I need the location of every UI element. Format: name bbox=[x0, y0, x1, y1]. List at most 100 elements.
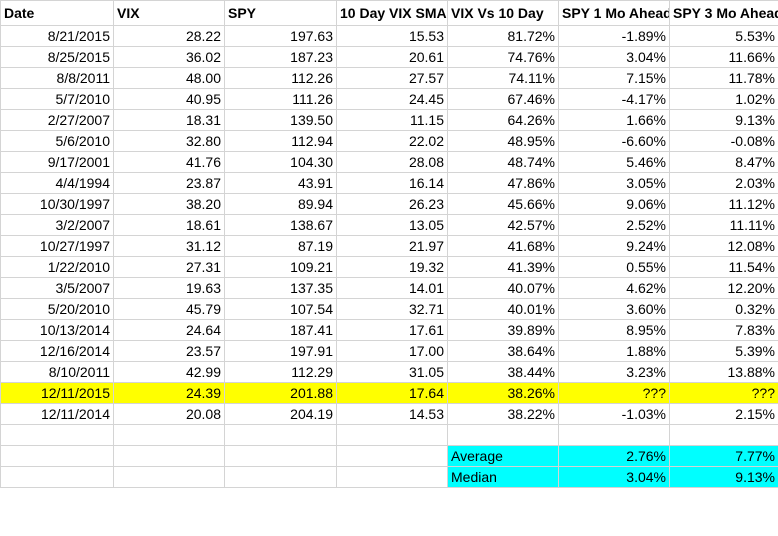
header-cell[interactable]: SPY bbox=[224, 0, 337, 26]
table-cell[interactable]: 139.50 bbox=[224, 109, 337, 131]
table-cell[interactable]: 104.30 bbox=[224, 151, 337, 173]
table-cell[interactable]: 38.44% bbox=[447, 361, 559, 383]
table-cell[interactable]: 40.01% bbox=[447, 298, 559, 320]
empty-cell[interactable] bbox=[447, 424, 559, 446]
empty-cell[interactable] bbox=[336, 445, 448, 467]
table-cell[interactable]: 3/5/2007 bbox=[0, 277, 114, 299]
table-cell[interactable]: 40.07% bbox=[447, 277, 559, 299]
empty-cell[interactable] bbox=[113, 424, 225, 446]
table-cell[interactable]: 2/27/2007 bbox=[0, 109, 114, 131]
table-cell[interactable]: -0.08% bbox=[669, 130, 778, 152]
header-cell[interactable]: VIX Vs 10 Day bbox=[447, 0, 559, 26]
table-cell[interactable]: 26.23 bbox=[336, 193, 448, 215]
table-cell[interactable]: 8/25/2015 bbox=[0, 46, 114, 68]
table-cell[interactable]: -1.03% bbox=[558, 403, 670, 425]
table-cell[interactable]: 2.52% bbox=[558, 214, 670, 236]
table-cell[interactable]: 8/10/2011 bbox=[0, 361, 114, 383]
table-cell[interactable]: -1.89% bbox=[558, 25, 670, 47]
table-cell[interactable]: 41.39% bbox=[447, 256, 559, 278]
table-cell[interactable]: 7.15% bbox=[558, 67, 670, 89]
table-cell[interactable]: 5/7/2010 bbox=[0, 88, 114, 110]
table-cell[interactable]: 8.95% bbox=[558, 319, 670, 341]
table-cell[interactable]: 12.08% bbox=[669, 235, 778, 257]
table-cell[interactable]: 74.76% bbox=[447, 46, 559, 68]
table-cell[interactable]: 42.57% bbox=[447, 214, 559, 236]
table-cell[interactable]: 12/11/2014 bbox=[0, 403, 114, 425]
table-cell[interactable]: 9.13% bbox=[669, 109, 778, 131]
table-cell[interactable]: 21.97 bbox=[336, 235, 448, 257]
table-cell[interactable]: 17.61 bbox=[336, 319, 448, 341]
empty-cell[interactable] bbox=[558, 424, 670, 446]
table-cell[interactable]: 64.26% bbox=[447, 109, 559, 131]
table-cell[interactable]: 109.21 bbox=[224, 256, 337, 278]
table-cell[interactable]: 187.41 bbox=[224, 319, 337, 341]
median-one-month-cell[interactable]: 3.04% bbox=[558, 466, 670, 488]
table-cell[interactable]: 2.03% bbox=[669, 172, 778, 194]
table-cell[interactable]: 111.26 bbox=[224, 88, 337, 110]
table-cell[interactable]: -6.60% bbox=[558, 130, 670, 152]
table-cell[interactable]: 11.11% bbox=[669, 214, 778, 236]
table-cell[interactable]: 43.91 bbox=[224, 172, 337, 194]
table-cell[interactable]: 197.91 bbox=[224, 340, 337, 362]
table-cell[interactable]: 3.60% bbox=[558, 298, 670, 320]
table-cell[interactable]: 18.61 bbox=[113, 214, 225, 236]
median-label-cell[interactable]: Median bbox=[447, 466, 559, 488]
table-cell[interactable]: 32.71 bbox=[336, 298, 448, 320]
table-cell[interactable]: 81.72% bbox=[447, 25, 559, 47]
empty-cell[interactable] bbox=[113, 466, 225, 488]
table-cell[interactable]: 8.47% bbox=[669, 151, 778, 173]
header-cell[interactable]: VIX bbox=[113, 0, 225, 26]
empty-cell[interactable] bbox=[336, 424, 448, 446]
table-cell[interactable]: 28.22 bbox=[113, 25, 225, 47]
table-cell[interactable]: 14.53 bbox=[336, 403, 448, 425]
table-cell[interactable]: 23.87 bbox=[113, 172, 225, 194]
table-cell[interactable]: 1.88% bbox=[558, 340, 670, 362]
table-cell[interactable]: 0.32% bbox=[669, 298, 778, 320]
table-cell[interactable]: 67.46% bbox=[447, 88, 559, 110]
table-cell[interactable]: 4.62% bbox=[558, 277, 670, 299]
table-cell[interactable]: 28.08 bbox=[336, 151, 448, 173]
empty-cell[interactable] bbox=[224, 466, 337, 488]
table-cell[interactable]: 38.22% bbox=[447, 403, 559, 425]
table-cell[interactable]: 74.11% bbox=[447, 67, 559, 89]
table-cell[interactable]: 24.45 bbox=[336, 88, 448, 110]
table-cell[interactable]: 5.39% bbox=[669, 340, 778, 362]
table-cell[interactable]: 1.66% bbox=[558, 109, 670, 131]
table-cell[interactable]: 197.63 bbox=[224, 25, 337, 47]
median-three-month-cell[interactable]: 9.13% bbox=[669, 466, 778, 488]
table-cell[interactable]: 11.12% bbox=[669, 193, 778, 215]
table-cell[interactable]: 5.46% bbox=[558, 151, 670, 173]
header-cell[interactable]: 10 Day VIX SMA bbox=[336, 0, 448, 26]
table-cell[interactable]: 10/13/2014 bbox=[0, 319, 114, 341]
table-cell[interactable]: 201.88 bbox=[224, 382, 337, 404]
table-cell[interactable]: 4/4/1994 bbox=[0, 172, 114, 194]
table-cell[interactable]: 204.19 bbox=[224, 403, 337, 425]
table-cell[interactable]: 2.15% bbox=[669, 403, 778, 425]
table-cell[interactable]: 48.95% bbox=[447, 130, 559, 152]
table-cell[interactable]: 40.95 bbox=[113, 88, 225, 110]
header-cell[interactable]: SPY 1 Mo Ahead bbox=[558, 0, 670, 26]
table-cell[interactable]: 17.00 bbox=[336, 340, 448, 362]
table-cell[interactable]: 5/20/2010 bbox=[0, 298, 114, 320]
empty-cell[interactable] bbox=[0, 424, 114, 446]
table-cell[interactable]: 8/21/2015 bbox=[0, 25, 114, 47]
table-cell[interactable]: 24.39 bbox=[113, 382, 225, 404]
table-cell[interactable]: 47.86% bbox=[447, 172, 559, 194]
table-cell[interactable]: 13.05 bbox=[336, 214, 448, 236]
table-cell[interactable]: 48.74% bbox=[447, 151, 559, 173]
empty-cell[interactable] bbox=[0, 466, 114, 488]
table-cell[interactable]: 11.54% bbox=[669, 256, 778, 278]
table-cell[interactable]: 38.64% bbox=[447, 340, 559, 362]
table-cell[interactable]: 8/8/2011 bbox=[0, 67, 114, 89]
table-cell[interactable]: 187.23 bbox=[224, 46, 337, 68]
table-cell[interactable]: 13.88% bbox=[669, 361, 778, 383]
table-cell[interactable]: 11.15 bbox=[336, 109, 448, 131]
header-cell[interactable]: Date bbox=[0, 0, 114, 26]
table-cell[interactable]: 0.55% bbox=[558, 256, 670, 278]
table-cell[interactable]: 9.24% bbox=[558, 235, 670, 257]
table-cell[interactable]: 10/27/1997 bbox=[0, 235, 114, 257]
table-cell[interactable]: 39.89% bbox=[447, 319, 559, 341]
table-cell[interactable]: 20.61 bbox=[336, 46, 448, 68]
table-cell[interactable]: 11.78% bbox=[669, 67, 778, 89]
table-cell[interactable]: 15.53 bbox=[336, 25, 448, 47]
